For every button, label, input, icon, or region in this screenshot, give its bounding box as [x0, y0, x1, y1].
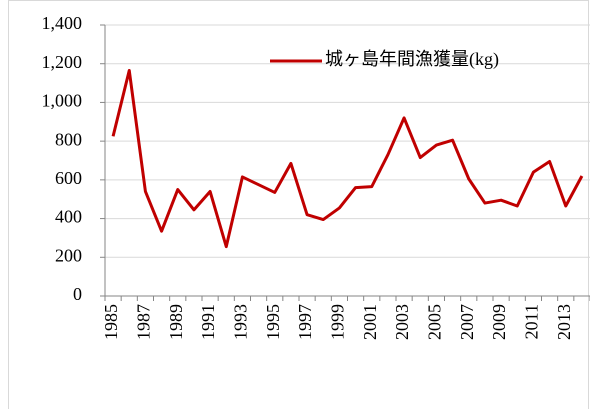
- x-tick-label: 1985: [101, 304, 121, 340]
- y-tick-label: 1,200: [42, 52, 83, 72]
- x-tick-label: 2011: [522, 304, 542, 339]
- series-line: [111, 68, 584, 249]
- x-tick-label: 1997: [295, 304, 315, 340]
- y-tick-label: 0: [73, 284, 82, 304]
- x-tick-label: 2001: [360, 304, 380, 340]
- y-tick-label: 800: [55, 129, 82, 149]
- x-tick-label: 1993: [231, 304, 251, 340]
- x-tick-label: 1991: [198, 304, 218, 340]
- x-tick-label: 2003: [392, 304, 412, 340]
- x-tick-label: 1987: [134, 304, 154, 340]
- x-tick-label: 1999: [328, 304, 348, 340]
- y-tick-label: 600: [55, 168, 82, 188]
- x-tick-label: 2005: [425, 304, 445, 340]
- legend-label: 城ヶ島年間漁獲量(kg): [325, 49, 499, 70]
- y-tick-label: 1,000: [42, 91, 83, 111]
- y-tick-label: 200: [55, 245, 82, 265]
- y-tick-label: 1,400: [42, 13, 83, 33]
- y-tick-label: 400: [55, 207, 82, 227]
- x-tick-label: 2013: [554, 304, 574, 340]
- x-tick-label: 2009: [489, 304, 509, 340]
- x-tick-label: 1995: [263, 304, 283, 340]
- x-tick-label: 1989: [166, 304, 186, 340]
- x-tick-label: 2007: [457, 304, 477, 340]
